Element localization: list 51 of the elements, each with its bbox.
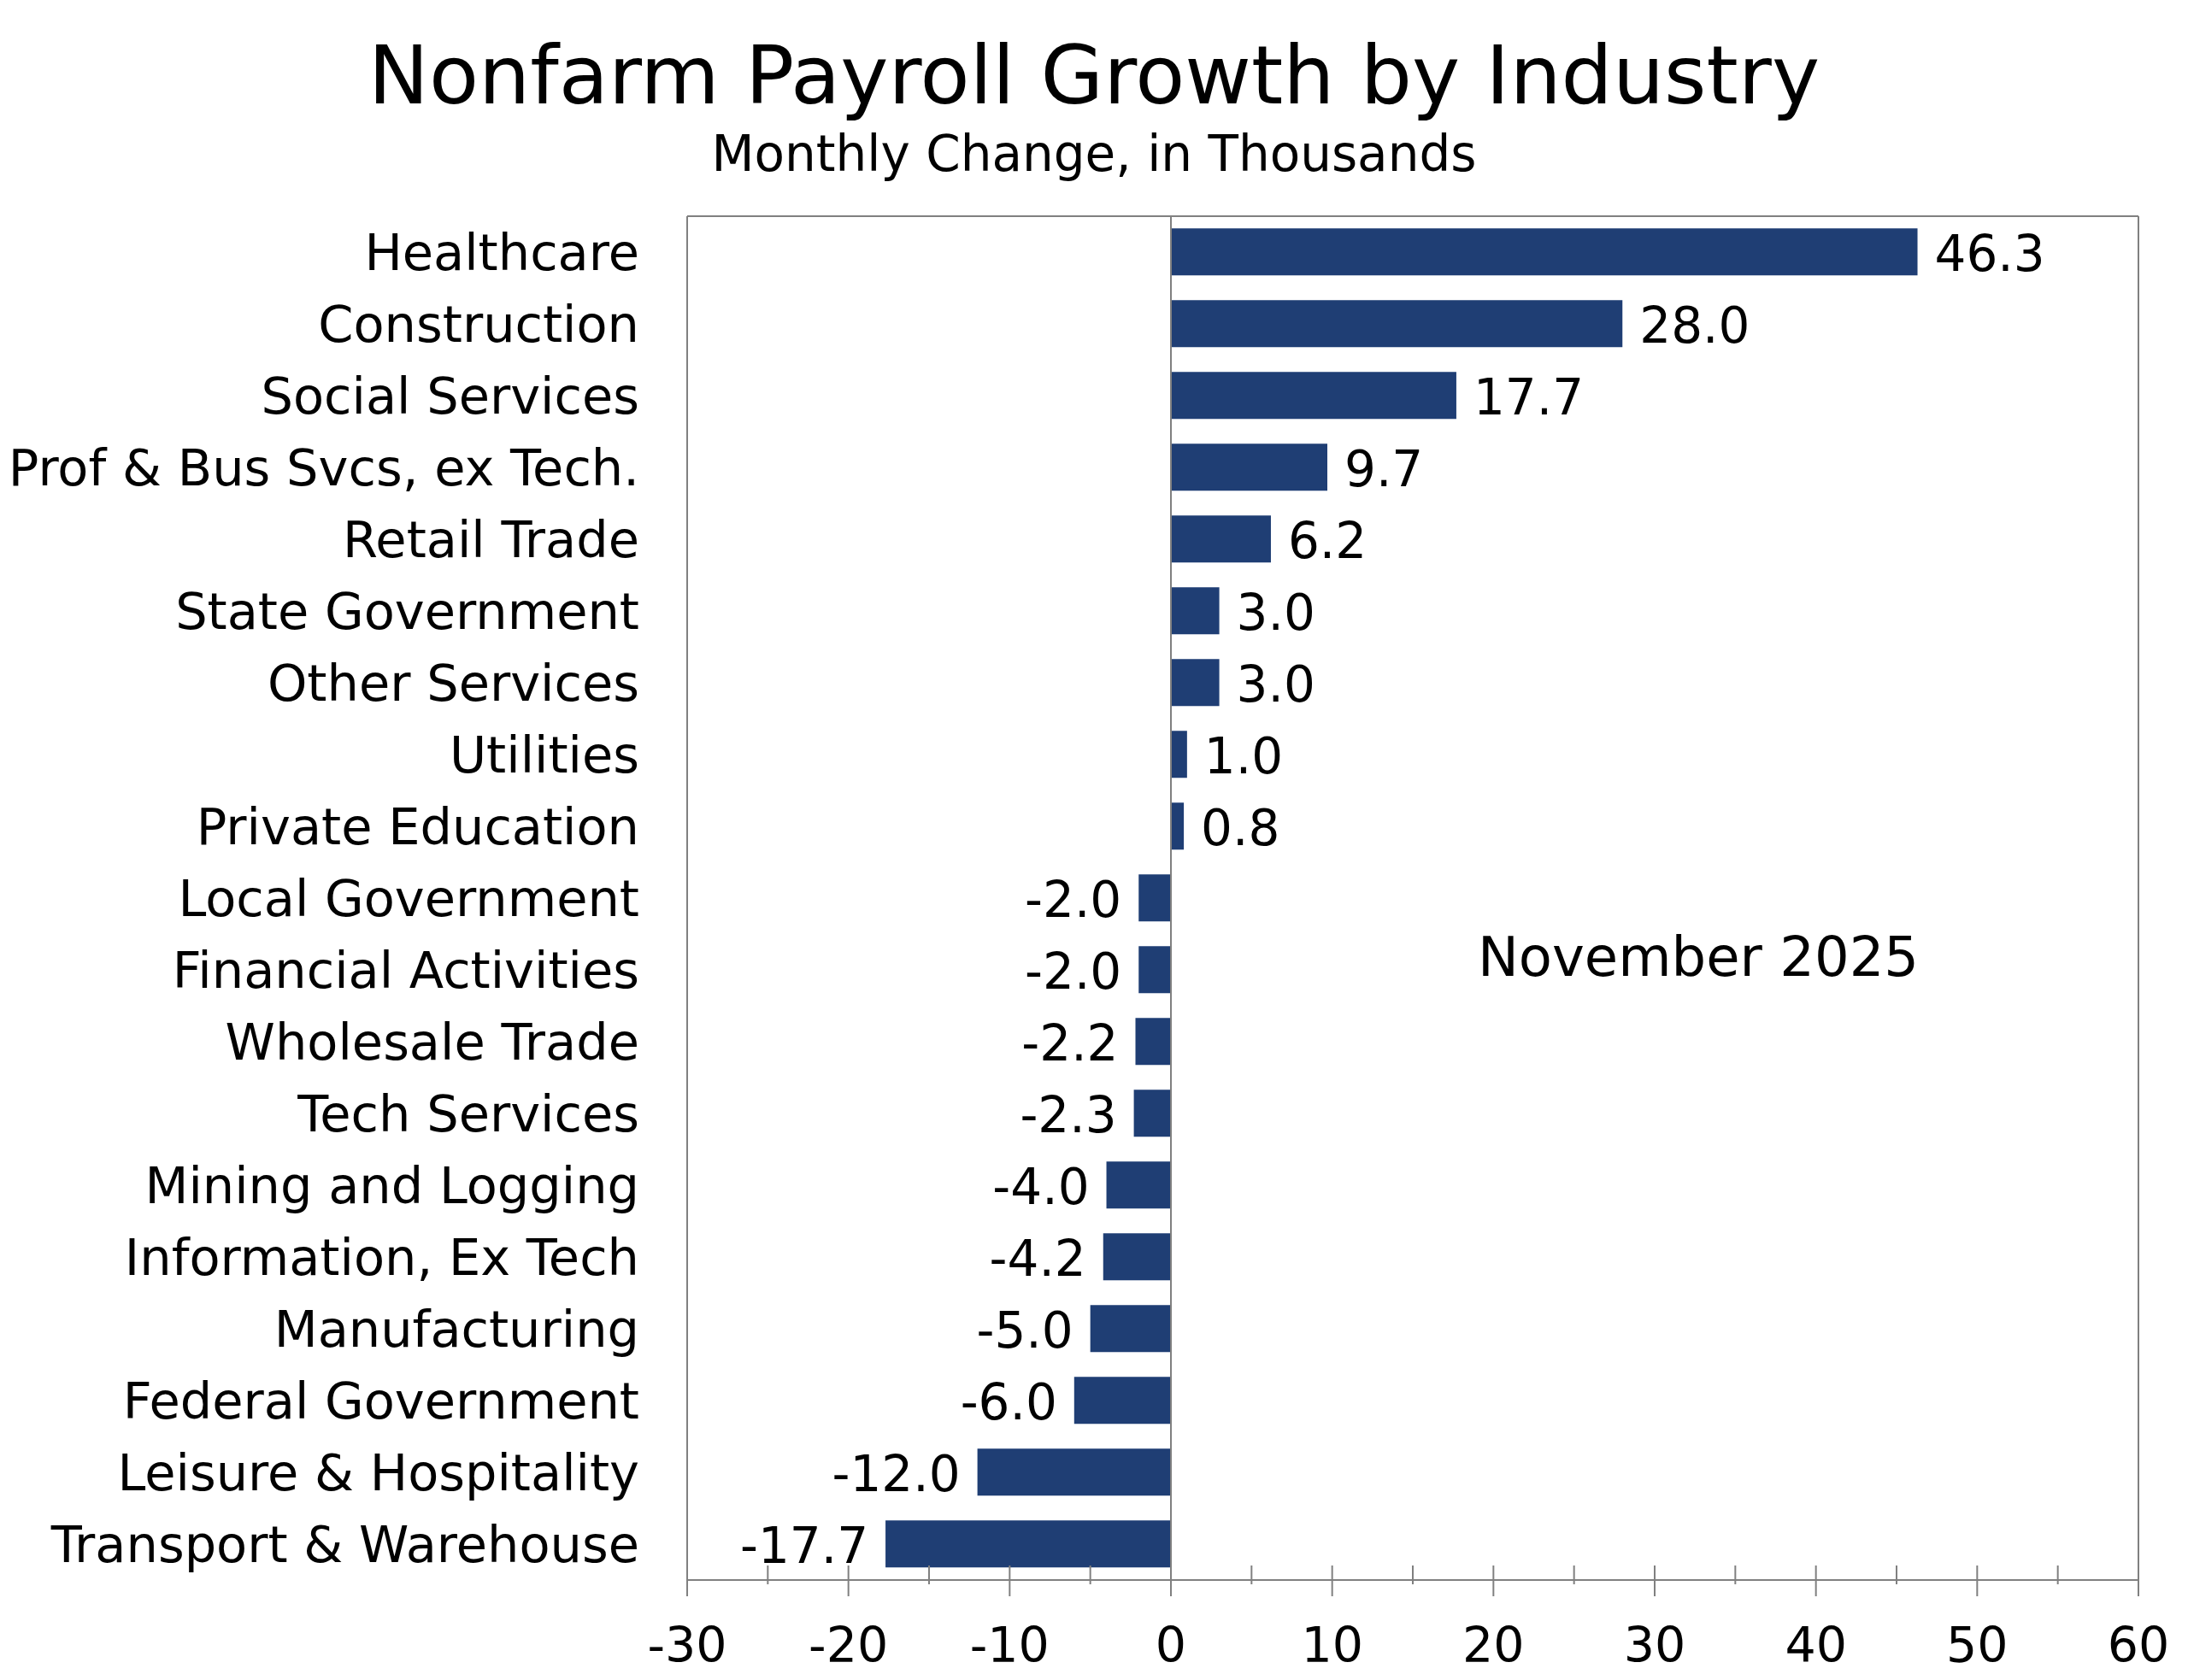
y-tick-label: Manufacturing: [274, 1299, 639, 1359]
y-tick-label: Transport & Warehouse: [50, 1514, 639, 1574]
x-tick-label: -20: [809, 1617, 889, 1673]
x-tick-label: 30: [1623, 1617, 1686, 1673]
chart-title: Nonfarm Payroll Growth by Industry: [367, 28, 1821, 122]
data-label: 17.7: [1473, 367, 1585, 426]
y-tick-label: Tech Services: [297, 1084, 639, 1143]
data-label: -2.0: [1025, 942, 1122, 1001]
x-tick-label: 10: [1301, 1617, 1363, 1673]
x-tick-label: -30: [647, 1617, 727, 1673]
y-tick-label: Financial Activities: [172, 940, 639, 1000]
data-label: -2.3: [1020, 1085, 1117, 1144]
annotation: November 2025: [1477, 925, 1920, 989]
y-tick-label: State Government: [175, 581, 639, 641]
y-tick-label: Construction: [318, 294, 639, 354]
x-tick-label: 60: [2107, 1617, 2170, 1673]
y-tick-label: Leisure & Hospitality: [117, 1442, 639, 1502]
chart-subtitle: Monthly Change, in Thousands: [710, 125, 1478, 183]
data-label: 3.0: [1236, 583, 1315, 642]
y-tick-label: Information, Ex Tech: [124, 1227, 639, 1287]
data-label: 28.0: [1639, 296, 1750, 355]
x-tick-label: 20: [1462, 1617, 1525, 1673]
data-label: 6.2: [1287, 511, 1368, 570]
y-tick-label: Retail Trade: [343, 509, 639, 569]
data-label: 3.0: [1236, 655, 1315, 714]
y-tick-label: Federal Government: [122, 1371, 639, 1430]
y-tick-label: Healthcare: [364, 222, 639, 282]
y-tick-label: Local Government: [178, 868, 639, 928]
data-label: 0.8: [1201, 798, 1280, 857]
y-tick-label: Social Services: [261, 366, 639, 426]
data-label: -12.0: [832, 1444, 961, 1503]
x-tick-label: -10: [969, 1617, 1050, 1673]
data-label: 1.0: [1203, 726, 1284, 785]
data-label: -4.2: [989, 1229, 1086, 1288]
data-label: 9.7: [1344, 439, 1424, 498]
data-label: -2.0: [1025, 870, 1122, 929]
data-label: -2.2: [1021, 1013, 1119, 1072]
data-label: 46.3: [1934, 224, 2045, 283]
data-label: -17.7: [739, 1516, 869, 1575]
data-label: -4.0: [992, 1157, 1090, 1216]
y-tick-label: Prof & Bus Svcs, ex Tech.: [8, 438, 639, 497]
y-tick-label: Other Services: [267, 653, 639, 713]
data-label: -6.0: [960, 1372, 1057, 1431]
y-tick-label: Wholesale Trade: [225, 1012, 639, 1072]
y-tick-label: Mining and Logging: [144, 1155, 639, 1215]
y-tick-label: Private Education: [196, 796, 639, 856]
x-tick-label: 0: [1155, 1617, 1187, 1673]
x-tick-label: 40: [1785, 1617, 1847, 1673]
x-tick-label: 50: [1946, 1617, 2009, 1673]
data-label: -5.0: [976, 1301, 1073, 1360]
y-tick-label: Utilities: [449, 725, 639, 784]
